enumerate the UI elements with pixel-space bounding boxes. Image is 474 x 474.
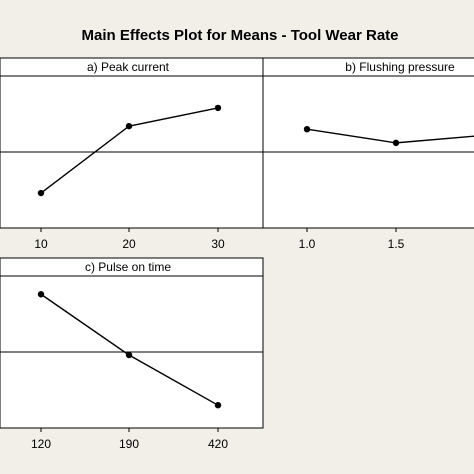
chart-title: Main Effects Plot for Means - Tool Wear …	[82, 27, 399, 44]
panel-peak-current-title: a) Peak current	[87, 60, 170, 74]
pulse-on-time-point-420	[214, 402, 222, 409]
pulse-on-time-tick-label-420: 420	[208, 437, 228, 451]
pulse-on-time-tick-label-190: 190	[119, 437, 139, 451]
flushing-pressure-tick-label-1.5: 1.5	[388, 237, 405, 251]
flushing-pressure-point-1.0	[303, 126, 311, 133]
flushing-pressure-tick-label-1.0: 1.0	[299, 237, 316, 251]
panel-flushing-pressure-plot: 1.0 1.5	[263, 126, 474, 251]
peak-current-tick-label-10: 10	[34, 237, 48, 251]
panel-peak-current-plot: 10 20 30	[0, 104, 263, 251]
panel-pulse-on-time-title: c) Pulse on time	[85, 260, 171, 274]
panel-peak-current: a) Peak current 10 20 30	[0, 57, 264, 251]
pulse-on-time-point-120	[37, 291, 45, 298]
panel-flushing-pressure-title: b) Flushing pressure	[345, 60, 455, 74]
peak-current-point-10	[37, 189, 45, 197]
peak-current-tick-label-30: 30	[211, 237, 225, 251]
panel-pulse-on-time-plot: 120 190 420	[0, 291, 263, 451]
pulse-on-time-point-190	[125, 351, 133, 359]
peak-current-tick-label-20: 20	[122, 237, 136, 251]
panel-flushing-pressure: b) Flushing pressure 1.0 1.5	[262, 57, 474, 251]
panel-flushing-pressure-frame	[262, 57, 474, 229]
flushing-pressure-point-1.5	[392, 139, 400, 147]
pulse-on-time-tick-label-120: 120	[31, 437, 51, 451]
panel-pulse-on-time-frame	[0, 257, 264, 429]
peak-current-point-30	[214, 104, 222, 112]
peak-current-point-20	[125, 122, 133, 130]
panel-pulse-on-time: c) Pulse on time 120 190 420	[0, 257, 264, 451]
panel-peak-current-frame	[0, 57, 264, 229]
